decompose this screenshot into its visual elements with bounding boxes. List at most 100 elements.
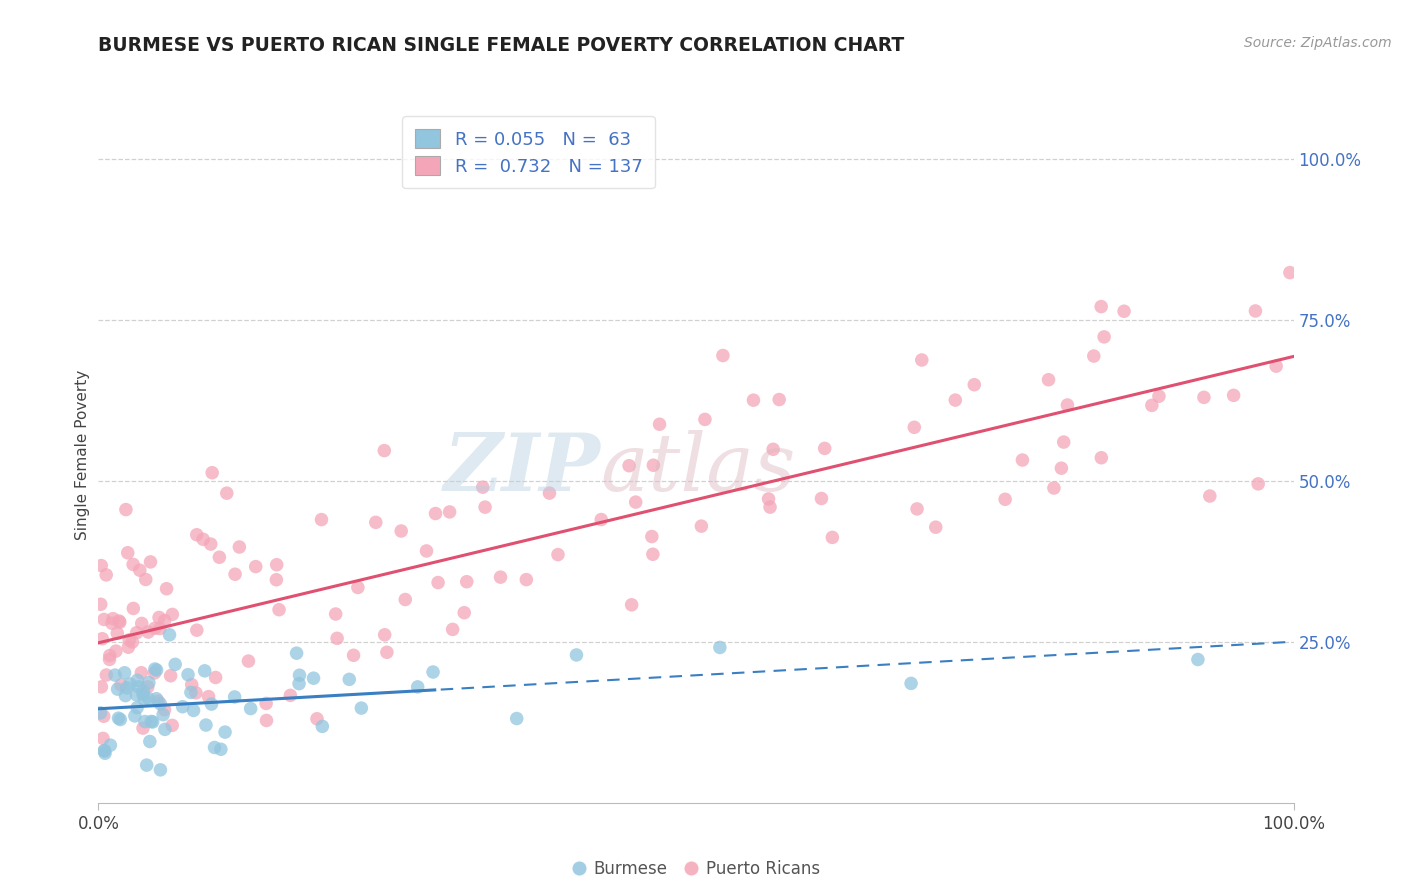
Point [364, 516, 387, 530]
Point [288, 668, 311, 682]
Point [118, 632, 141, 647]
Point [132, 684, 155, 698]
Point [427, 575, 450, 590]
Point [110, 713, 132, 727]
Point [266, 573, 288, 587]
Text: BURMESE VS PUERTO RICAN SINGLE FEMALE POVERTY CORRELATION CHART: BURMESE VS PUERTO RICAN SINGLE FEMALE PO… [98, 36, 904, 54]
Point [115, 681, 138, 695]
Point [925, 520, 948, 534]
Point [136, 680, 159, 694]
Point [1265, 359, 1288, 373]
Point [183, 703, 205, 717]
Point [90, 680, 112, 694]
Point [108, 615, 131, 630]
Point [145, 663, 167, 677]
Point [121, 635, 143, 649]
Point [177, 667, 200, 681]
Point [456, 574, 478, 589]
Point [135, 758, 157, 772]
Point [139, 734, 162, 748]
Point [153, 703, 176, 717]
Point [1222, 388, 1244, 402]
Point [214, 725, 236, 739]
Point [903, 420, 925, 434]
Point [194, 664, 217, 678]
Point [759, 500, 782, 515]
Point [91, 632, 114, 646]
Point [101, 616, 124, 631]
Point [148, 610, 170, 624]
Point [337, 673, 360, 687]
Point [132, 721, 155, 735]
Point [132, 687, 155, 701]
Point [1192, 390, 1215, 404]
Point [238, 654, 260, 668]
Point [142, 714, 165, 729]
Text: Source: ZipAtlas.com: Source: ZipAtlas.com [1244, 36, 1392, 50]
Point [1038, 373, 1060, 387]
Point [172, 699, 194, 714]
Point [305, 712, 328, 726]
Point [104, 644, 127, 658]
Point [311, 719, 333, 733]
Point [239, 701, 262, 715]
Point [1050, 461, 1073, 475]
Point [139, 555, 162, 569]
Point [184, 686, 207, 700]
Point [201, 466, 224, 480]
Point [425, 507, 447, 521]
Point [200, 537, 222, 551]
Point [394, 592, 416, 607]
Point [209, 742, 232, 756]
Point [96, 668, 118, 682]
Point [994, 492, 1017, 507]
Point [1187, 652, 1209, 666]
Point [165, 657, 187, 672]
Point [1247, 476, 1270, 491]
Point [90, 706, 112, 720]
Point [93, 612, 115, 626]
Point [96, 568, 118, 582]
Point [810, 491, 832, 506]
Point [224, 567, 246, 582]
Point [148, 694, 170, 708]
Point [814, 442, 837, 456]
Point [143, 621, 166, 635]
Point [94, 746, 117, 760]
Point [115, 502, 138, 516]
Point [1198, 489, 1220, 503]
Point [180, 678, 202, 692]
Point [131, 665, 153, 680]
Point [128, 563, 150, 577]
Point [758, 491, 780, 506]
Point [122, 558, 145, 572]
Point [117, 640, 139, 655]
Point [302, 671, 325, 685]
Point [138, 675, 160, 690]
Point [280, 689, 302, 703]
Point [1244, 304, 1267, 318]
Point [208, 550, 231, 565]
Point [91, 731, 114, 746]
Point [162, 607, 184, 622]
Point [617, 458, 640, 473]
Point [125, 625, 148, 640]
Point [565, 648, 588, 662]
Point [415, 544, 437, 558]
Point [128, 680, 150, 694]
Point [186, 528, 208, 542]
Point [288, 676, 311, 690]
Point [124, 709, 146, 723]
Point [200, 697, 222, 711]
Point [136, 625, 159, 640]
Point [186, 623, 208, 637]
Point [648, 417, 671, 432]
Point [375, 645, 398, 659]
Point [641, 529, 664, 543]
Point [155, 582, 177, 596]
Point [180, 685, 202, 699]
Point [624, 495, 647, 509]
Point [135, 573, 157, 587]
Point [350, 701, 373, 715]
Point [1083, 349, 1105, 363]
